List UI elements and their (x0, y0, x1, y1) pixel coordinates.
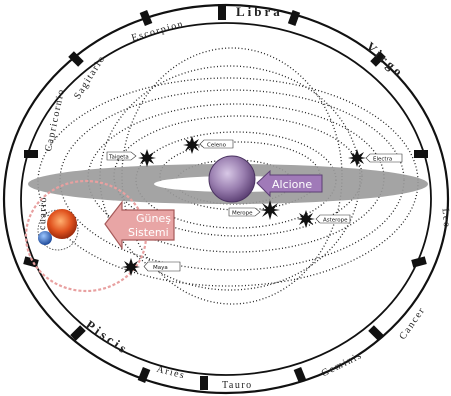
solar-system-arrow: Güneş Sistemi (104, 200, 175, 250)
star-burst-taigeta (138, 149, 156, 167)
star-burst-maya (122, 258, 140, 276)
star-burst-merope (260, 200, 280, 220)
sun-icon (47, 209, 77, 239)
star-tag-celeno: Celeno (199, 139, 234, 149)
svg-text:Asterope: Asterope (323, 218, 348, 224)
star-tag-maya: Maya (143, 261, 181, 272)
star-burst-electra (348, 149, 366, 167)
svg-text:Maya: Maya (153, 265, 168, 271)
svg-text:Electra: Electra (373, 157, 392, 163)
star-tag-electra: Electra (365, 153, 403, 163)
zodiac-dividers (23, 4, 428, 390)
star-burst-celeno (183, 136, 201, 154)
solar-system-label-2: Sistemi (128, 226, 169, 239)
solar-system-label-1: Güneş (136, 212, 171, 225)
star-tag-merope: Merope (228, 207, 261, 217)
zodiac-label-leo: Leo (439, 208, 451, 229)
alcione-star (208, 155, 256, 203)
svg-text:Merope: Merope (232, 211, 253, 217)
star-tag-taigeta: Taigeta (106, 151, 137, 161)
svg-text:Celeno: Celeno (207, 143, 227, 149)
zodiac-label-tauro: Tauro (222, 380, 253, 391)
star-burst-asterope (297, 210, 315, 228)
alcione-label: Alcione (272, 178, 312, 191)
alcione-arrow: Alcione (256, 169, 323, 198)
star-tag-asterope: Asterope (315, 214, 351, 224)
earth-icon (38, 231, 52, 245)
svg-text:Taigeta: Taigeta (108, 155, 129, 161)
zodiac-label-libra: Libra (236, 4, 283, 19)
